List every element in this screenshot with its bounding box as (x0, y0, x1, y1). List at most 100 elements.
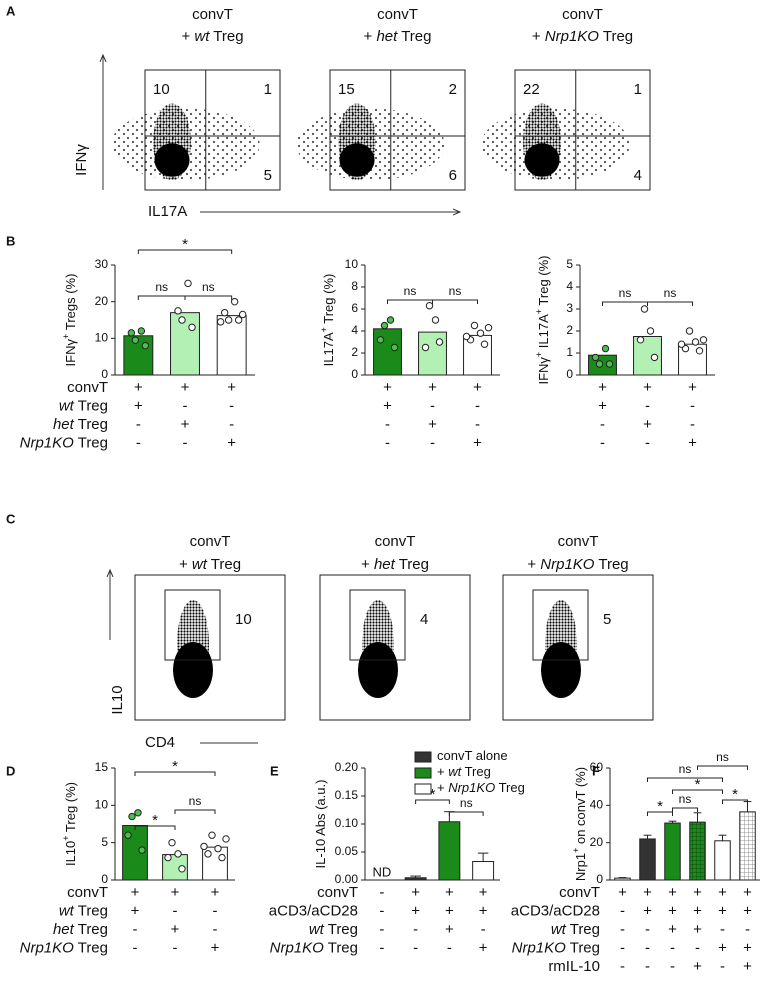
condition-sign: - (720, 958, 725, 975)
panel-label: D (6, 763, 15, 778)
text-part: + (534, 309, 544, 314)
condition-sign: - (385, 434, 390, 451)
bar (664, 822, 681, 881)
bracket-label: ns (664, 286, 677, 300)
condition-sign: - (213, 902, 218, 919)
plot-title: convT (562, 6, 603, 23)
annotation: ND (372, 864, 391, 879)
panel-label: E (270, 763, 279, 778)
y-axis-label: IL10+ Treg (%) (61, 782, 78, 866)
y-tick-label: 3 (566, 301, 573, 315)
condition-sign: + (718, 902, 727, 919)
data-point (220, 308, 229, 317)
bracket-label: ns (619, 286, 632, 300)
data-point (601, 344, 610, 353)
row-label: wt Treg (59, 902, 108, 919)
row-label: Nrp1KO Treg (512, 939, 600, 956)
data-point (222, 835, 230, 843)
y-tick-label: 0 (566, 367, 573, 381)
condition-sign: + (383, 397, 392, 414)
panel-label: B (6, 233, 15, 248)
y-tick-label: 5 (101, 835, 108, 849)
bracket (697, 765, 748, 770)
text-part: Treg (207, 556, 241, 573)
condition-sign: + (445, 902, 454, 919)
condition-sign: - (229, 416, 234, 433)
panel-label: C (6, 511, 16, 526)
condition-sign: + (479, 884, 488, 901)
condition-sign: - (173, 902, 178, 919)
text-part: wt (192, 556, 208, 573)
data-point (174, 850, 182, 858)
text-part: + (532, 28, 545, 45)
text-part: Treg (324, 939, 358, 956)
bar (689, 821, 706, 881)
condition-sign: + (693, 958, 702, 975)
condition-sign: - (690, 416, 695, 433)
bar (739, 811, 756, 881)
text-part: + (61, 334, 71, 339)
condition-sign: + (688, 434, 697, 451)
condition-sign: + (598, 379, 607, 396)
text-part: IL17A (321, 332, 336, 366)
condition-sign: - (645, 939, 650, 956)
bracket (672, 807, 698, 812)
data-point (184, 279, 192, 288)
axis-label: IFNγ (73, 144, 90, 176)
data-point (425, 302, 434, 310)
data-point (224, 316, 233, 324)
condition-sign: - (133, 921, 138, 938)
dot-cloud (524, 143, 560, 177)
y-tick-label: 2 (566, 323, 573, 337)
condition-sign: - (385, 416, 390, 433)
condition-sign: + (445, 884, 454, 901)
text-part: Treg (594, 556, 628, 573)
text-part: convT (317, 884, 358, 901)
text-part: Treg (74, 939, 108, 956)
bar (614, 877, 631, 881)
condition-sign: - (620, 902, 625, 919)
data-point (685, 327, 694, 335)
row-label: convT (67, 379, 108, 396)
condition-sign: + (428, 379, 437, 396)
bar (216, 315, 247, 376)
bracket (134, 771, 216, 776)
text-part: Treg (74, 397, 108, 414)
y-tick-label: 0 (101, 872, 108, 886)
data-point (421, 343, 430, 352)
text-part: Treg (74, 434, 108, 451)
plot-title: convT (190, 533, 231, 550)
y-tick-label: 20 (95, 294, 109, 308)
bracket-label: ns (155, 280, 168, 294)
y-axis-label: IL-10 Abs (a.u.) (313, 780, 328, 869)
condition-sign: + (598, 397, 607, 414)
condition-sign: + (479, 902, 488, 919)
condition-sign: + (445, 921, 454, 938)
text-part: aCD3/aCD28 (511, 902, 600, 919)
y-axis-label: IL17A+ Treg (%) (319, 274, 336, 367)
y-tick-label: 10 (95, 331, 109, 345)
y-tick-label: 6 (351, 301, 358, 315)
bracket (415, 799, 450, 804)
data-point (230, 297, 239, 306)
text-part: Nrp1KO (270, 939, 325, 956)
y-axis-label: IFNγ+ Tregs (%) (61, 274, 78, 367)
bracket (647, 811, 673, 816)
text-part: IL17A (536, 314, 551, 352)
data-point (484, 324, 493, 332)
bracket (387, 299, 433, 304)
condition-sign: - (620, 921, 625, 938)
gate-value: 10 (235, 611, 252, 628)
text-part: + (61, 835, 71, 840)
data-point (470, 321, 479, 330)
row-label: wt Treg (59, 397, 108, 414)
text-part: Treg (397, 28, 431, 45)
text-part: + (571, 848, 581, 853)
condition-sign: - (183, 397, 188, 414)
quadrant-value: 22 (523, 81, 540, 98)
quadrant-value: 6 (449, 167, 457, 184)
condition-sign: - (600, 416, 605, 433)
text-part: Treg (74, 416, 108, 433)
bar (373, 328, 402, 376)
text-part: wt (59, 397, 75, 414)
